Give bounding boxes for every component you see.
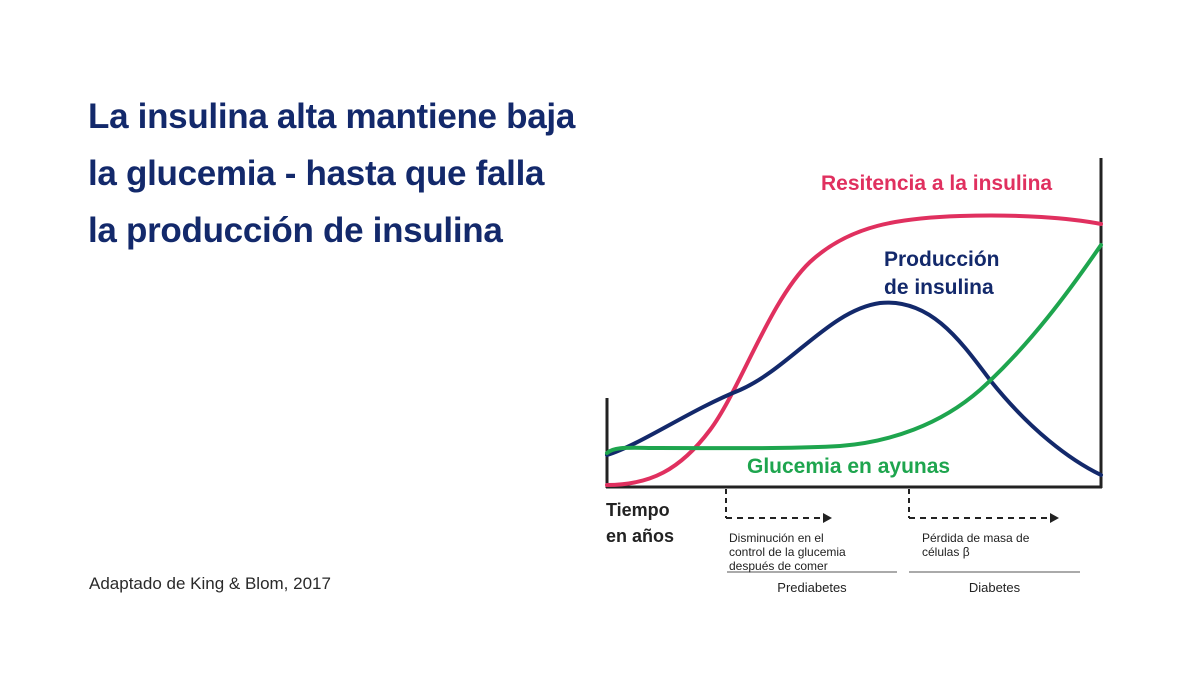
page-title: La insulina alta mantiene baja la glucem…	[88, 88, 648, 259]
fasting-glucose-curve	[605, 243, 1103, 455]
insulin-production-label: Producción de insulina	[884, 246, 1000, 302]
x-axis-label-line: Tiempo	[606, 500, 670, 520]
insulin-resistance-label: Resitencia a la insulina	[821, 172, 1053, 195]
insulin-production-curve	[605, 300, 1103, 477]
note-line: control de la glucemia	[729, 545, 846, 559]
production-label-line: Producción	[884, 248, 1000, 271]
title-line: La insulina alta mantiene baja	[88, 97, 575, 136]
note-line: después de comer	[729, 559, 828, 573]
stage-prediabetes: Prediabetes	[777, 580, 847, 595]
x-axis-label-line: en años	[606, 526, 675, 546]
production-label-line: de insulina	[884, 276, 994, 299]
prediabetes-note: Disminución en el control de la glucemia…	[729, 531, 846, 573]
title-line: la glucemia - hasta que falla	[88, 154, 545, 193]
note-line: células β	[922, 545, 970, 559]
fasting-glucose-label: Glucemia en ayunas	[747, 455, 951, 478]
diabetes-note: Pérdida de masa de células β	[922, 531, 1029, 559]
insulin-resistance-curve	[605, 213, 1103, 487]
note-line: Pérdida de masa de	[922, 531, 1030, 545]
x-axis-label: Tiempo en años	[606, 497, 674, 549]
note-line: Disminución en el	[729, 531, 824, 545]
axes	[605, 158, 1103, 489]
source-citation: Adaptado de King & Blom, 2017	[89, 574, 331, 593]
stage-diabetes: Diabetes	[968, 580, 1021, 595]
title-line: la producción de insulina	[88, 211, 503, 250]
prediabetes-marker-arrow	[725, 489, 897, 573]
diabetes-marker-arrow	[908, 489, 1080, 573]
